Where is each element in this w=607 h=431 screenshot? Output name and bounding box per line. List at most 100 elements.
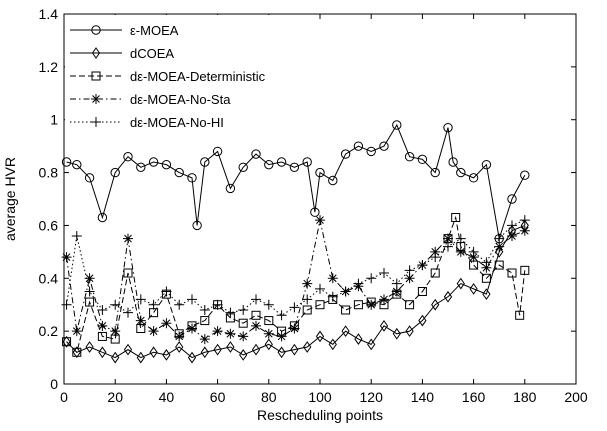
data-point [264,159,274,170]
data-point [212,326,223,337]
y-tick-label: 1.4 [39,6,59,22]
data-point [161,159,172,170]
data-point [354,333,363,345]
data-point [315,330,325,343]
legend-label: dε-MOEA-No-HI [130,115,224,130]
data-point [71,326,82,337]
data-point [404,152,415,162]
data-point [303,341,312,353]
data-point [302,278,313,289]
y-tick-label: 0.4 [39,270,59,286]
data-point [84,273,95,284]
data-point [391,286,402,297]
data-point [310,207,320,217]
data-point [481,257,492,268]
x-tick-label: 0 [60,389,68,405]
data-point [379,319,389,332]
data-point [315,167,325,178]
data-point [136,351,145,364]
data-point [515,310,525,320]
data-point [391,278,402,289]
data-point [175,341,184,353]
data-point [353,300,363,310]
data-point [72,346,81,359]
data-point [443,122,453,133]
data-point [404,265,415,276]
data-point [123,268,133,278]
legend-marker [91,71,101,81]
data-point [353,278,364,289]
data-point [455,246,466,257]
data-point [392,327,401,340]
data-point [123,343,133,356]
data-point [85,297,95,307]
data-point [199,305,210,315]
data-point [481,159,492,170]
legend-entry: dε-MOEA-Deterministic [70,69,266,84]
data-point [405,325,414,338]
data-point [148,157,159,167]
data-point [289,323,300,334]
data-point [431,298,440,311]
legend-label: dCOEA [130,46,174,61]
series-line-3 [66,215,526,354]
data-point [302,305,312,315]
data-point [367,338,376,351]
data-point [212,146,223,157]
data-point [456,277,465,290]
data-point [123,152,133,162]
data-point [263,328,274,339]
legend-entry: dCOEA [70,46,174,61]
series-5 [61,215,530,321]
data-point [328,338,337,351]
data-point [507,268,517,278]
data-point [443,290,453,303]
data-point [289,162,300,172]
data-point [328,175,338,186]
data-point [430,252,441,263]
data-point [85,341,94,353]
data-point [507,231,517,241]
data-point [379,141,389,151]
legend: ε-MOEA dCOEA dε-MOEA-Deterministic dε-MOEA-… [65,15,297,133]
data-point [71,231,82,241]
data-point [507,220,517,231]
data-point [520,265,530,275]
data-point [200,346,209,359]
data-point [481,262,492,273]
series-line-1 [66,123,526,239]
data-point [417,287,427,296]
data-point [135,315,146,326]
y-tick-label: 0.6 [39,217,59,233]
data-point [61,299,72,310]
legend-entry: ε-MOEA [70,23,179,38]
x-tick-label: 120 [360,389,384,405]
data-point [72,159,82,170]
data-point [327,291,338,302]
data-point [494,241,505,252]
data-point [148,326,159,337]
data-point [404,273,415,284]
x-tick-label: 180 [513,389,537,405]
series-line-2 [66,224,525,359]
data-point [174,167,184,178]
series-1 [61,120,530,244]
data-point [174,299,185,310]
x-tick-label: 40 [159,389,175,405]
data-point [200,157,210,167]
data-point [417,154,428,165]
data-point [519,225,530,236]
x-tick-label: 200 [564,389,588,405]
data-point [519,215,530,226]
data-point [251,310,261,320]
data-point [136,162,146,172]
data-point [97,320,108,331]
data-point [110,326,121,337]
data-point [315,283,325,294]
data-point [123,233,133,244]
legend-entry: dε-MOEA-No-Sta [70,92,231,107]
data-point [468,246,479,257]
x-tick-label: 160 [462,389,486,405]
